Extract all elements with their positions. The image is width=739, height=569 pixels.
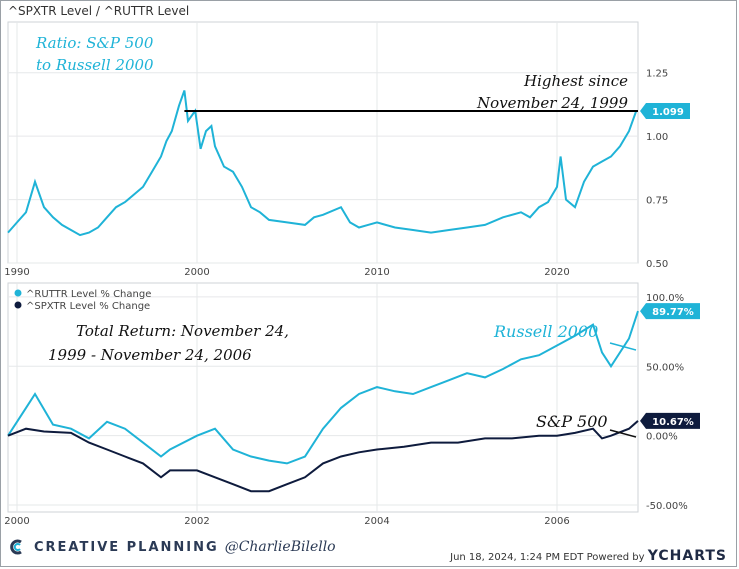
ratio-last-value-badge	[640, 103, 690, 120]
total-return-note-line-2: 1999 - November 24, 2006	[48, 346, 252, 364]
top-y-tick-label: 1.00	[646, 132, 668, 143]
timestamp-text: Jun 18, 2024, 1:24 PM EDT Powered by	[450, 552, 645, 563]
ratio-series-line	[7, 90, 638, 237]
highest-since-note-line-1: Highest since	[523, 72, 628, 90]
russell-label-pointer	[609, 342, 637, 351]
ratio-last-value-label: 1.099	[652, 107, 684, 118]
chart-title: ^SPXTR Level / ^RUTTR Level	[8, 4, 190, 18]
legend-label: ^SPXTR Level % Change	[26, 301, 150, 312]
brand-name: CREATIVE PLANNING	[34, 539, 219, 555]
author-handle: @CharlieBilello	[224, 539, 336, 555]
footer-brand: CREATIVE PLANNING @CharlieBilello	[10, 539, 336, 555]
ycharts-logo: YCHARTS	[647, 548, 727, 564]
bottom-y-tick-label: 100.0%	[646, 293, 684, 304]
last-value-label-russell: 89.77%	[652, 307, 694, 318]
ratio-annotation-line-1: Ratio: S&P 500	[35, 34, 154, 52]
top-y-tick-label: 1.25	[646, 69, 668, 80]
footer-timestamp: Jun 18, 2024, 1:24 PM EDT Powered by YCH…	[450, 548, 727, 564]
top-y-tick-label: 0.50	[646, 259, 668, 270]
total-return-note-line-1: Total Return: November 24,	[76, 322, 289, 340]
series-line-sp500	[7, 420, 639, 493]
bottom-x-tick-label: 2000	[4, 516, 29, 527]
bottom-y-tick-label: 0.00%	[646, 432, 678, 443]
last-value-label-sp500: 10.67%	[652, 417, 694, 428]
bottom-plot-border	[7, 282, 639, 513]
last-value-badge-russell	[640, 303, 700, 320]
highest-since-note-line-2: November 24, 1999	[476, 94, 628, 112]
bottom-x-tick-label: 2006	[544, 516, 569, 527]
legend-label: ^RUTTR Level % Change	[26, 289, 151, 300]
sp500-label-pointer	[609, 429, 637, 438]
last-value-badge-sp500	[640, 412, 700, 429]
sp500-label: S&P 500	[536, 412, 608, 431]
top-x-tick-label: 1990	[4, 267, 29, 278]
top-x-tick-label: 2010	[364, 267, 389, 278]
top-x-tick-label: 2000	[184, 267, 209, 278]
series-line-russell	[7, 310, 639, 465]
legend-marker	[14, 289, 22, 297]
top-y-tick-label: 0.75	[646, 196, 668, 207]
brand-logo-icon	[10, 539, 22, 555]
top-x-tick-label: 2020	[544, 267, 569, 278]
ratio-annotation-line-2: to Russell 2000	[36, 56, 154, 74]
russell-label: Russell 2000	[493, 322, 598, 341]
bottom-y-tick-label: 50.00%	[646, 362, 684, 373]
bottom-x-tick-label: 2002	[184, 516, 209, 527]
bottom-x-tick-label: 2004	[364, 516, 389, 527]
bottom-y-tick-label: -50.00%	[646, 501, 688, 512]
legend-marker	[14, 301, 22, 309]
